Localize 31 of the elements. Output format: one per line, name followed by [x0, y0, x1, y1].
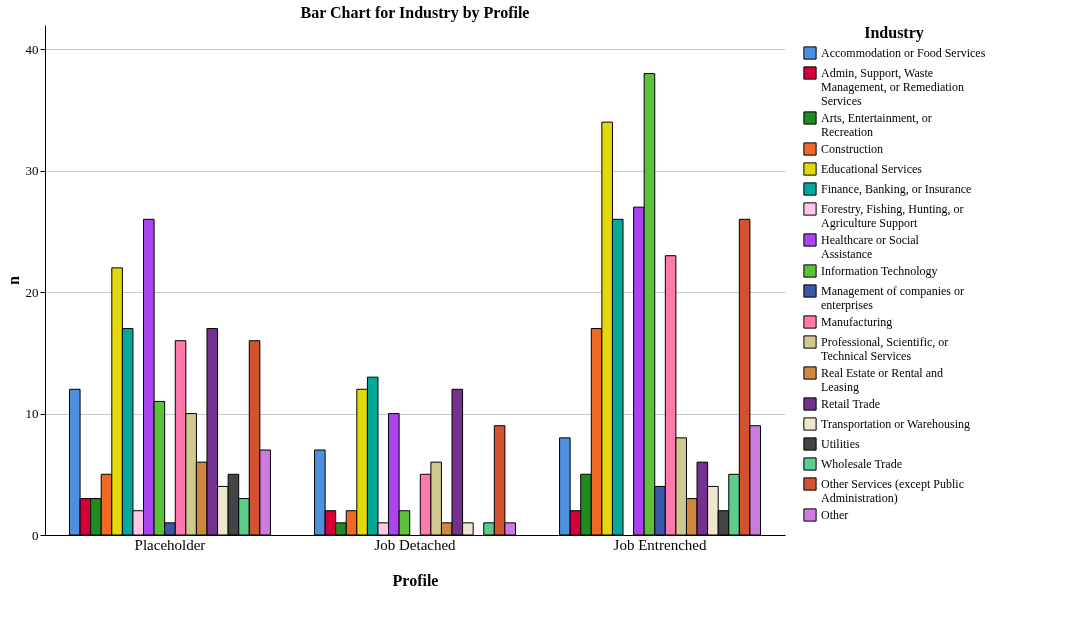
legend-label: Admin, Support, Waste Management, or Remediation Services: [821, 66, 964, 108]
x-axis-title: Profile: [392, 571, 439, 589]
legend-label: Transportation or Warehousing: [821, 417, 971, 431]
legend-label: Professional, Scientific, or Technical Services: [821, 335, 949, 363]
legend-label: Accommodation or Food Services: [821, 46, 986, 60]
x-tick-label: Job Detached: [374, 536, 457, 553]
y-tick-label: 0: [32, 527, 39, 543]
legend-label: Information Technology: [821, 264, 938, 278]
legend-label: Forestry, Fishing, Hunting, or Agriculture Support: [821, 202, 964, 230]
legend-label: Finance, Banking, or Insurance: [821, 182, 972, 196]
y-tick-label: 40: [25, 41, 39, 57]
x-tick-label: Placeholder: [134, 536, 206, 553]
legend-label: Real Estate or Rental and Leasing: [821, 366, 943, 394]
legend-label: Arts, Entertainment, or Recreation: [821, 111, 932, 139]
legend-label: Other Services (except Public Administration): [821, 477, 964, 505]
legend-label: Construction: [821, 142, 883, 156]
chart-title: Bar Chart for Industry by Profile: [300, 4, 530, 22]
legend-label: Management of companies or enterprises: [821, 284, 964, 312]
legend-label: Retail Trade: [821, 397, 880, 411]
legend-title: Industry: [864, 24, 924, 42]
legend-label: Educational Services: [821, 162, 923, 176]
legend-label: Other: [821, 508, 849, 522]
legend-label: Manufacturing: [821, 315, 893, 329]
y-tick-label: 30: [25, 163, 39, 179]
x-tick-label: Job Entrenched: [613, 536, 707, 553]
y-axis-title: n: [4, 275, 22, 285]
legend-label: Utilities: [821, 437, 860, 451]
y-tick-label: 20: [25, 284, 39, 300]
y-tick-label: 10: [25, 406, 39, 422]
legend-label: Healthcare or Social Assistance: [821, 233, 920, 261]
legend-label: Wholesale Trade: [821, 457, 902, 471]
